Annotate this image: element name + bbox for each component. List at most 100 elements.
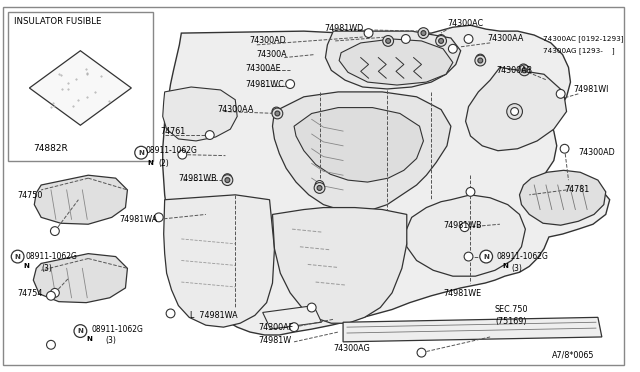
Polygon shape — [35, 175, 127, 224]
Text: 74300AB: 74300AB — [496, 66, 532, 75]
Text: 08911-1062G: 08911-1062G — [145, 146, 197, 155]
Text: 74300AA: 74300AA — [218, 105, 254, 114]
Circle shape — [12, 250, 24, 263]
Circle shape — [480, 250, 493, 263]
Polygon shape — [339, 39, 453, 85]
Polygon shape — [273, 208, 407, 323]
Circle shape — [519, 64, 528, 73]
Circle shape — [511, 108, 518, 115]
Circle shape — [418, 28, 429, 38]
Text: (2): (2) — [159, 159, 170, 168]
Text: 74300AA: 74300AA — [487, 35, 524, 44]
Text: SEC.750: SEC.750 — [495, 305, 529, 314]
Text: N: N — [24, 263, 29, 269]
Text: N: N — [483, 254, 489, 260]
Circle shape — [314, 183, 325, 193]
Circle shape — [438, 38, 444, 44]
Circle shape — [285, 80, 294, 89]
Text: N: N — [503, 263, 509, 269]
Circle shape — [478, 58, 483, 63]
Text: 74761: 74761 — [161, 126, 186, 136]
Text: N: N — [77, 328, 83, 334]
Circle shape — [275, 111, 280, 116]
Text: N: N — [15, 254, 20, 260]
Circle shape — [475, 55, 486, 66]
Polygon shape — [29, 51, 131, 125]
Polygon shape — [163, 25, 610, 335]
Circle shape — [51, 288, 60, 297]
Circle shape — [464, 252, 473, 261]
Circle shape — [522, 68, 527, 73]
Circle shape — [417, 348, 426, 357]
Text: (75169): (75169) — [495, 317, 527, 326]
Circle shape — [383, 36, 394, 46]
Text: 74981WA: 74981WA — [120, 215, 158, 224]
Circle shape — [272, 108, 283, 119]
Text: (3): (3) — [106, 336, 116, 345]
Circle shape — [290, 323, 298, 331]
Text: N: N — [147, 160, 153, 166]
Text: N: N — [138, 150, 144, 155]
Circle shape — [222, 175, 233, 186]
Polygon shape — [406, 195, 525, 276]
Text: 74981W: 74981W — [259, 336, 292, 345]
Polygon shape — [294, 108, 424, 182]
Text: L  74981WA: L 74981WA — [190, 311, 238, 320]
Circle shape — [436, 35, 445, 44]
Circle shape — [507, 104, 522, 119]
Circle shape — [47, 291, 56, 300]
Text: 74754: 74754 — [18, 289, 43, 298]
Circle shape — [460, 223, 469, 232]
Circle shape — [384, 36, 392, 45]
Circle shape — [272, 107, 281, 116]
Circle shape — [178, 150, 187, 159]
Polygon shape — [163, 87, 237, 141]
Circle shape — [205, 131, 214, 140]
Text: 74981WI: 74981WI — [573, 86, 609, 94]
Circle shape — [135, 146, 147, 159]
Text: 08911-1062G: 08911-1062G — [26, 252, 77, 261]
Circle shape — [556, 89, 565, 98]
Polygon shape — [520, 170, 605, 225]
Bar — [8, 12, 153, 160]
Text: 08911-1062G: 08911-1062G — [497, 252, 549, 261]
Text: 74300AF: 74300AF — [259, 323, 294, 332]
Circle shape — [74, 325, 87, 337]
Polygon shape — [325, 31, 461, 89]
Circle shape — [466, 187, 475, 196]
Text: 74300AG: 74300AG — [333, 344, 370, 353]
Circle shape — [47, 340, 56, 349]
Polygon shape — [465, 67, 566, 151]
Text: 74981WE: 74981WE — [443, 289, 481, 298]
Circle shape — [317, 186, 322, 190]
Text: 74781: 74781 — [564, 185, 590, 195]
Circle shape — [436, 36, 447, 46]
Circle shape — [166, 309, 175, 318]
Circle shape — [449, 44, 457, 53]
Text: 74981WB: 74981WB — [179, 174, 217, 183]
Text: 74300AC [0192-1293]: 74300AC [0192-1293] — [543, 36, 623, 42]
Circle shape — [315, 181, 324, 189]
Polygon shape — [273, 92, 451, 212]
Circle shape — [51, 227, 60, 235]
Circle shape — [154, 213, 163, 222]
Polygon shape — [343, 317, 602, 342]
Circle shape — [223, 174, 232, 183]
Polygon shape — [164, 195, 275, 327]
Polygon shape — [33, 254, 127, 303]
Text: 74300AD: 74300AD — [579, 148, 615, 157]
Text: 74981WD: 74981WD — [324, 24, 364, 33]
Text: 74300A: 74300A — [257, 50, 287, 59]
Circle shape — [421, 31, 426, 36]
Text: (3): (3) — [511, 264, 522, 273]
Text: 74882R: 74882R — [33, 144, 68, 153]
Circle shape — [386, 38, 390, 44]
Text: A7/8*0065: A7/8*0065 — [552, 350, 595, 359]
Text: 74300AD: 74300AD — [249, 36, 285, 45]
Text: 74750: 74750 — [18, 191, 43, 200]
Circle shape — [364, 29, 373, 38]
Text: 74981WC: 74981WC — [245, 80, 284, 89]
Text: N: N — [86, 336, 92, 342]
Circle shape — [419, 29, 428, 38]
Text: INSULATOR FUSIBLE: INSULATOR FUSIBLE — [13, 17, 101, 26]
